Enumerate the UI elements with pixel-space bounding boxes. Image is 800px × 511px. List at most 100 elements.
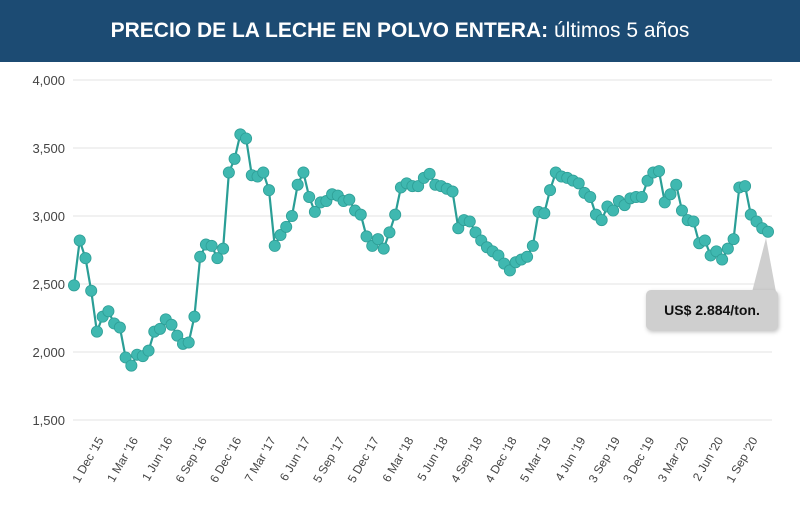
data-point bbox=[423, 167, 436, 180]
data-point bbox=[452, 222, 465, 235]
data-point bbox=[538, 207, 551, 220]
y-tick-label: 4,000 bbox=[32, 73, 65, 88]
data-point bbox=[85, 284, 98, 297]
chart-title-subtitle: últimos 5 años bbox=[548, 19, 690, 42]
data-point bbox=[389, 208, 402, 221]
x-axis: 1 Dec '151 Mar '161 Jun '166 Sep '166 De… bbox=[69, 434, 760, 485]
data-point bbox=[205, 239, 218, 252]
data-point bbox=[188, 310, 201, 323]
data-point bbox=[377, 242, 390, 255]
x-tick-label: 5 Jun '18 bbox=[415, 434, 451, 483]
x-tick-label: 5 Sep '17 bbox=[310, 434, 347, 485]
data-point bbox=[641, 174, 654, 187]
data-point bbox=[354, 208, 367, 221]
data-point bbox=[710, 245, 723, 258]
chart-title-bold: PRECIO DE LA LECHE EN POLVO ENTERA: bbox=[110, 19, 549, 42]
data-point bbox=[584, 190, 597, 203]
data-point bbox=[595, 214, 608, 227]
title-banner: PRECIO DE LA LECHE EN POLVO ENTERA: últi… bbox=[0, 0, 800, 62]
data-point bbox=[194, 250, 207, 263]
data-point bbox=[297, 166, 310, 179]
data-point bbox=[79, 252, 92, 265]
data-point bbox=[182, 336, 195, 349]
last-price-label: US$ 2.884/ton. bbox=[664, 302, 760, 318]
series-layer bbox=[68, 128, 775, 372]
data-point bbox=[217, 242, 230, 255]
x-tick-label: 1 Mar '16 bbox=[104, 434, 141, 484]
data-point bbox=[675, 204, 688, 217]
x-tick-label: 5 Dec '17 bbox=[345, 434, 382, 485]
x-tick-label: 5 Mar '19 bbox=[517, 434, 554, 484]
data-point bbox=[285, 209, 298, 222]
data-point bbox=[739, 180, 752, 193]
x-tick-label: 3 Sep '19 bbox=[586, 434, 623, 485]
data-point bbox=[503, 264, 516, 277]
data-point bbox=[412, 180, 425, 193]
data-point bbox=[125, 359, 138, 372]
x-tick-label: 2 Jun '20 bbox=[690, 434, 726, 483]
x-tick-label: 4 Jun '19 bbox=[552, 434, 588, 483]
data-point bbox=[492, 249, 505, 262]
data-point bbox=[371, 233, 384, 246]
x-tick-label: 4 Dec '18 bbox=[482, 434, 519, 485]
x-tick-label: 1 Jun '16 bbox=[139, 434, 175, 483]
data-point bbox=[222, 166, 235, 179]
data-point bbox=[716, 253, 729, 266]
x-tick-label: 7 Mar '17 bbox=[242, 434, 279, 484]
data-point bbox=[446, 185, 459, 198]
data-point bbox=[119, 351, 132, 364]
grid-lines bbox=[73, 79, 772, 421]
data-point bbox=[68, 279, 81, 292]
x-tick-label: 1 Sep '20 bbox=[723, 434, 760, 485]
data-point bbox=[544, 184, 557, 197]
y-tick-label: 1,500 bbox=[32, 413, 65, 428]
y-tick-label: 2,000 bbox=[32, 345, 65, 360]
data-point bbox=[154, 322, 167, 335]
data-point bbox=[268, 239, 281, 252]
data-point bbox=[521, 250, 534, 263]
x-tick-label: 3 Mar '20 bbox=[655, 434, 692, 484]
data-point bbox=[664, 188, 677, 201]
data-point bbox=[343, 193, 356, 206]
data-point bbox=[360, 230, 373, 243]
x-tick-label: 6 Mar '18 bbox=[379, 434, 416, 484]
data-point bbox=[291, 178, 304, 191]
data-point bbox=[280, 220, 293, 233]
data-point bbox=[102, 305, 115, 318]
last-price-callout: US$ 2.884/ton. bbox=[646, 290, 778, 330]
x-tick-label: 1 Dec '15 bbox=[69, 434, 106, 485]
data-point bbox=[383, 226, 396, 239]
data-point bbox=[687, 215, 700, 228]
data-point bbox=[698, 234, 711, 247]
data-point bbox=[463, 215, 476, 228]
data-point bbox=[274, 229, 287, 242]
data-point bbox=[607, 204, 620, 217]
x-tick-label: 6 Jun '17 bbox=[277, 434, 313, 483]
data-point bbox=[635, 190, 648, 203]
x-tick-label: 3 Dec '19 bbox=[620, 434, 657, 485]
y-tick-label: 3,500 bbox=[32, 141, 65, 156]
callout-arrow bbox=[752, 238, 776, 292]
data-point bbox=[727, 233, 740, 246]
data-point bbox=[658, 196, 671, 209]
data-point bbox=[263, 184, 276, 197]
data-point bbox=[762, 225, 775, 238]
x-tick-label: 4 Sep '18 bbox=[448, 434, 485, 485]
data-point bbox=[73, 234, 86, 247]
data-point bbox=[303, 190, 316, 203]
data-point bbox=[526, 239, 539, 252]
data-point bbox=[142, 344, 155, 357]
data-point bbox=[670, 178, 683, 191]
y-tick-label: 3,000 bbox=[32, 209, 65, 224]
data-point bbox=[211, 252, 224, 265]
data-point bbox=[90, 325, 103, 338]
data-point bbox=[165, 318, 178, 331]
y-axis: 1,500 2,000 2,500 3,000 3,500 4,000 bbox=[32, 73, 65, 428]
data-point bbox=[257, 166, 270, 179]
data-point bbox=[228, 152, 241, 165]
x-tick-label: 6 Sep '16 bbox=[173, 434, 210, 485]
data-point bbox=[469, 226, 482, 239]
data-point bbox=[240, 132, 253, 145]
data-point bbox=[308, 205, 321, 218]
